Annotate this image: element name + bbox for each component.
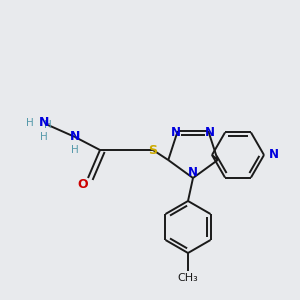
Text: H: H [44, 120, 52, 130]
Text: N: N [39, 116, 49, 130]
Text: N: N [171, 127, 181, 140]
Text: N: N [269, 148, 279, 161]
Text: S: S [148, 143, 158, 157]
Text: H: H [26, 118, 34, 128]
Text: N: N [188, 166, 198, 178]
Text: N: N [70, 130, 80, 143]
Text: H: H [71, 145, 79, 155]
Text: CH₃: CH₃ [178, 273, 198, 283]
Text: O: O [78, 178, 88, 190]
Text: N: N [205, 127, 215, 140]
Text: H: H [40, 132, 48, 142]
